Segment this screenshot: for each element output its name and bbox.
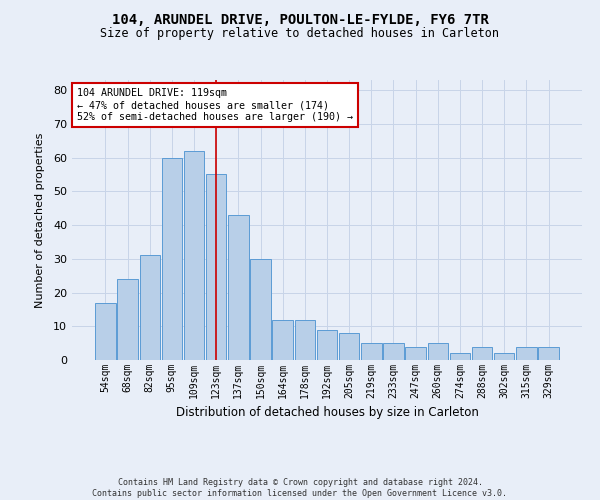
Bar bbox=[228, 215, 248, 360]
Bar bbox=[428, 343, 448, 360]
Bar bbox=[516, 346, 536, 360]
Bar bbox=[95, 302, 116, 360]
Bar bbox=[538, 346, 559, 360]
Bar bbox=[161, 158, 182, 360]
Bar bbox=[250, 259, 271, 360]
Bar bbox=[272, 320, 293, 360]
Text: Contains HM Land Registry data © Crown copyright and database right 2024.
Contai: Contains HM Land Registry data © Crown c… bbox=[92, 478, 508, 498]
Text: 104, ARUNDEL DRIVE, POULTON-LE-FYLDE, FY6 7TR: 104, ARUNDEL DRIVE, POULTON-LE-FYLDE, FY… bbox=[112, 12, 488, 26]
Y-axis label: Number of detached properties: Number of detached properties bbox=[35, 132, 44, 308]
Bar bbox=[450, 354, 470, 360]
Bar bbox=[383, 343, 404, 360]
Bar bbox=[206, 174, 226, 360]
Bar bbox=[295, 320, 315, 360]
Bar bbox=[361, 343, 382, 360]
Bar bbox=[339, 333, 359, 360]
Bar bbox=[118, 279, 138, 360]
Text: Size of property relative to detached houses in Carleton: Size of property relative to detached ho… bbox=[101, 28, 499, 40]
X-axis label: Distribution of detached houses by size in Carleton: Distribution of detached houses by size … bbox=[176, 406, 478, 420]
Text: 104 ARUNDEL DRIVE: 119sqm
← 47% of detached houses are smaller (174)
52% of semi: 104 ARUNDEL DRIVE: 119sqm ← 47% of detac… bbox=[77, 88, 353, 122]
Bar bbox=[494, 354, 514, 360]
Bar bbox=[317, 330, 337, 360]
Bar bbox=[406, 346, 426, 360]
Bar bbox=[184, 151, 204, 360]
Bar bbox=[472, 346, 493, 360]
Bar bbox=[140, 256, 160, 360]
